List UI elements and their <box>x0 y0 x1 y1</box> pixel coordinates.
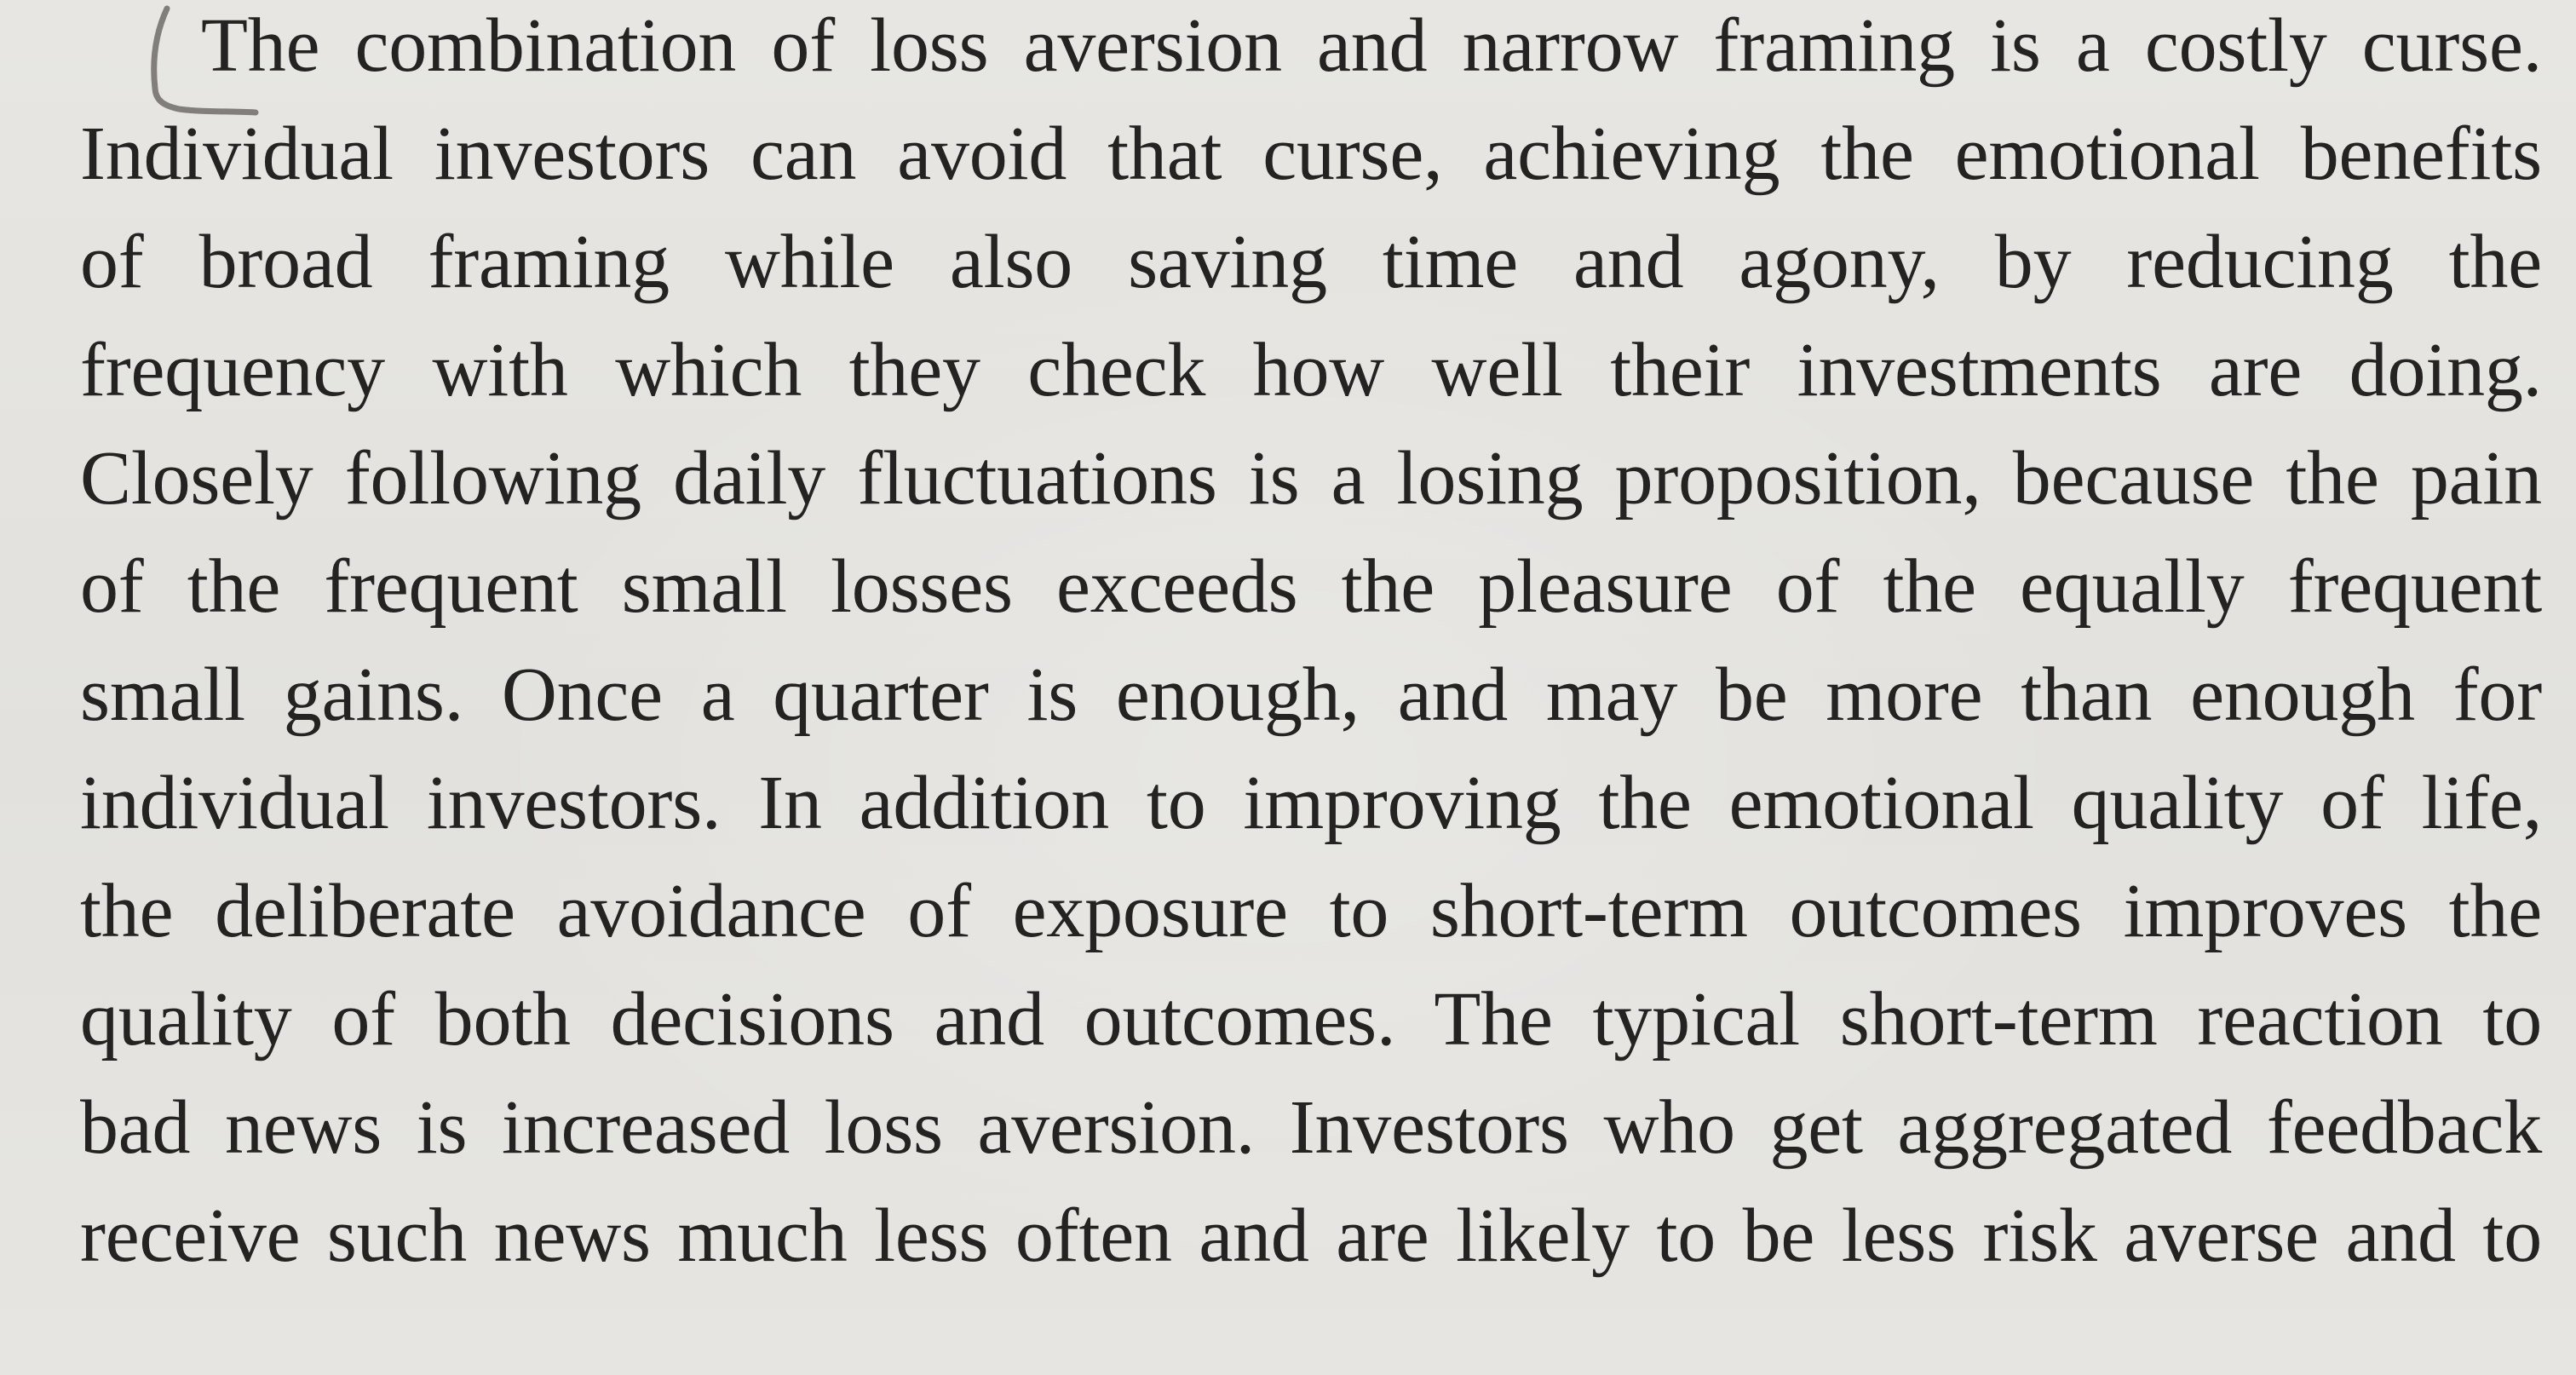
text-line: of broad framing while also saving time … <box>80 220 2542 304</box>
text-line: The combination of loss aversion and nar… <box>201 3 2542 88</box>
text-line: frequency with which they check how well… <box>80 328 2542 412</box>
text-line: small gains. Once a quarter is enough, a… <box>80 653 2542 737</box>
text-line: quality of both decisions and outcomes. … <box>80 977 2542 1061</box>
text-line: Closely following daily fluctuations is … <box>80 436 2542 521</box>
text-line: Individual investors can avoid that curs… <box>80 112 2542 196</box>
text-line: receive such news much less often and ar… <box>80 1194 2542 1278</box>
text-line: of the frequent small losses exceeds the… <box>80 544 2542 629</box>
text-line: bad news is increased loss aversion. Inv… <box>80 1085 2542 1170</box>
text-line: the deliberate avoidance of exposure to … <box>80 869 2542 953</box>
text-line: individual investors. In addition to imp… <box>80 761 2542 845</box>
pencil-bracket-mark <box>151 5 259 116</box>
